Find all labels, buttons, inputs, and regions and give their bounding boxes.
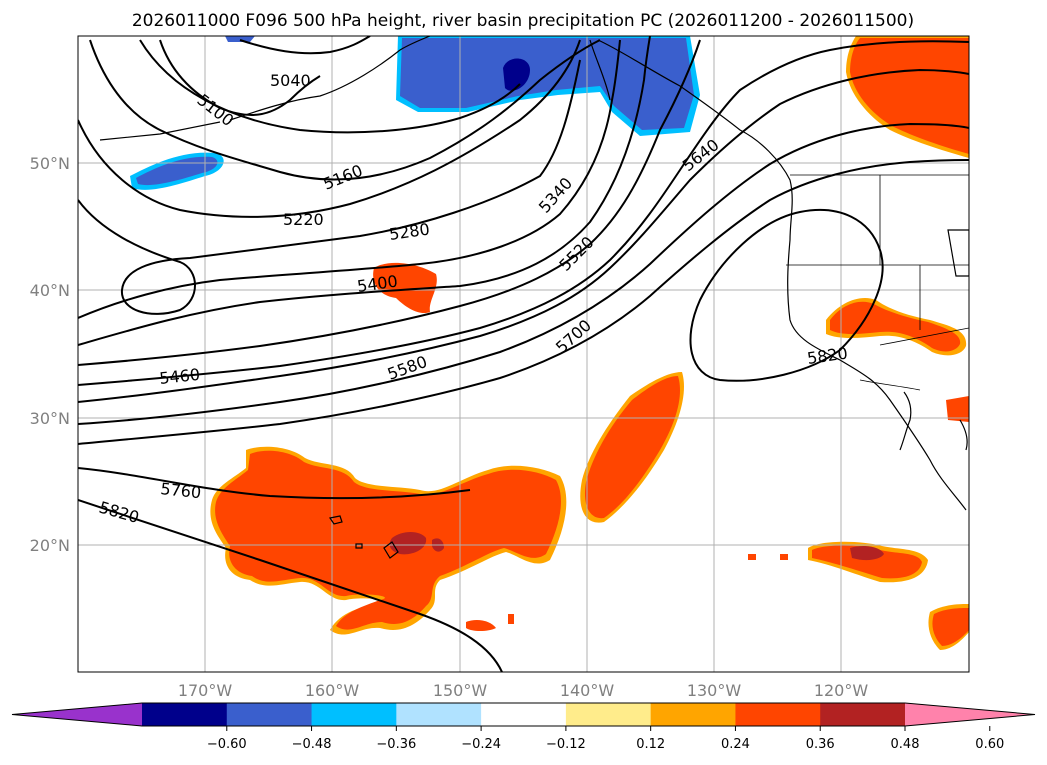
precip-area-negative-core xyxy=(503,58,530,91)
lat-label: 30°N xyxy=(30,409,70,428)
precip-area-positive-small-4 xyxy=(780,554,788,560)
colorbar-segment xyxy=(565,703,652,726)
colorbar-tick-label: 0.48 xyxy=(891,737,920,752)
contour-label: 5460 xyxy=(158,365,200,388)
colorbar-tick-label: −0.36 xyxy=(376,737,416,752)
colorbar-tick-label: 0.36 xyxy=(806,737,835,752)
precip-area-positive-southeast-inner xyxy=(932,608,969,646)
map-frame xyxy=(77,35,970,673)
precip-area-positive-small-3 xyxy=(748,554,756,560)
lat-label: 40°N xyxy=(30,281,70,300)
colorbar-tick-label: 0.60 xyxy=(975,737,1004,752)
colorbar-segment xyxy=(396,703,482,726)
lat-label: 20°N xyxy=(30,536,70,555)
longitude-labels: 170°W 160°W 150°W 140°W 130°W 120°W xyxy=(178,681,869,700)
colorbar-tick-label: −0.60 xyxy=(207,737,247,752)
lon-label: 150°W xyxy=(433,681,488,700)
precip-area-negative-gulf-alaska-inner xyxy=(400,38,694,130)
colorbar-segment xyxy=(481,703,567,726)
colorbar-tick-label: −0.12 xyxy=(546,737,586,752)
precip-area-negative-bc-coast xyxy=(225,36,255,42)
precip-area-positive-mexico-core xyxy=(850,546,884,561)
precip-area-negative-aleutian-inner xyxy=(136,156,218,186)
contour-label: 5220 xyxy=(283,210,324,229)
precip-area-positive-small-2 xyxy=(508,614,514,624)
colorbar-segment xyxy=(311,703,397,726)
precip-area-positive-california-inner xyxy=(830,301,961,352)
colorbar-segment xyxy=(226,703,313,726)
colorbar-segment xyxy=(142,703,228,726)
latitude-labels: 50°N 40°N 30°N 20°N xyxy=(30,154,70,555)
lon-label: 160°W xyxy=(305,681,360,700)
precip-area-positive-midlatitude xyxy=(373,262,437,314)
colorbar-outline xyxy=(11,702,1036,727)
precip-area-positive-hawaii-core xyxy=(389,532,427,555)
graticule xyxy=(78,36,969,672)
colorbar-extend-high xyxy=(905,703,1035,726)
colorbar-extend-low xyxy=(12,703,142,726)
precip-area-positive-mexico-inner xyxy=(812,545,922,579)
precip-area-positive-small-1 xyxy=(466,620,496,631)
contour-label: 5760 xyxy=(160,479,202,502)
colorbar-tick-label: −0.48 xyxy=(292,737,332,752)
colorbar-segment xyxy=(650,703,736,726)
colorbar-segment xyxy=(820,703,906,726)
precip-area-positive-hawaii-inner xyxy=(215,450,561,630)
colorbar-tick-label: 0.12 xyxy=(636,737,665,752)
precip-shading xyxy=(130,36,969,650)
lat-label: 50°N xyxy=(30,154,70,173)
lon-label: 140°W xyxy=(560,681,615,700)
coastlines xyxy=(99,36,969,559)
colorbar-tick-label: −0.24 xyxy=(461,737,501,752)
precip-area-positive-baja xyxy=(946,396,969,422)
lon-label: 170°W xyxy=(178,681,233,700)
lon-label: 130°W xyxy=(687,681,742,700)
colorbar: −0.60 −0.48 −0.36 −0.24 −0.12 0.12 0.24 0.36 0.4… xyxy=(11,702,1036,752)
precip-area-positive-subtropical-inner xyxy=(584,376,680,519)
contour-label: 5040 xyxy=(270,71,311,90)
map-title: 2026011000 F096 500 hPa height, river ba… xyxy=(132,11,914,31)
height-contours xyxy=(78,36,969,672)
lon-label: 120°W xyxy=(814,681,869,700)
colorbar-segment xyxy=(735,703,821,726)
colorbar-tick-label: 0.24 xyxy=(721,737,750,752)
